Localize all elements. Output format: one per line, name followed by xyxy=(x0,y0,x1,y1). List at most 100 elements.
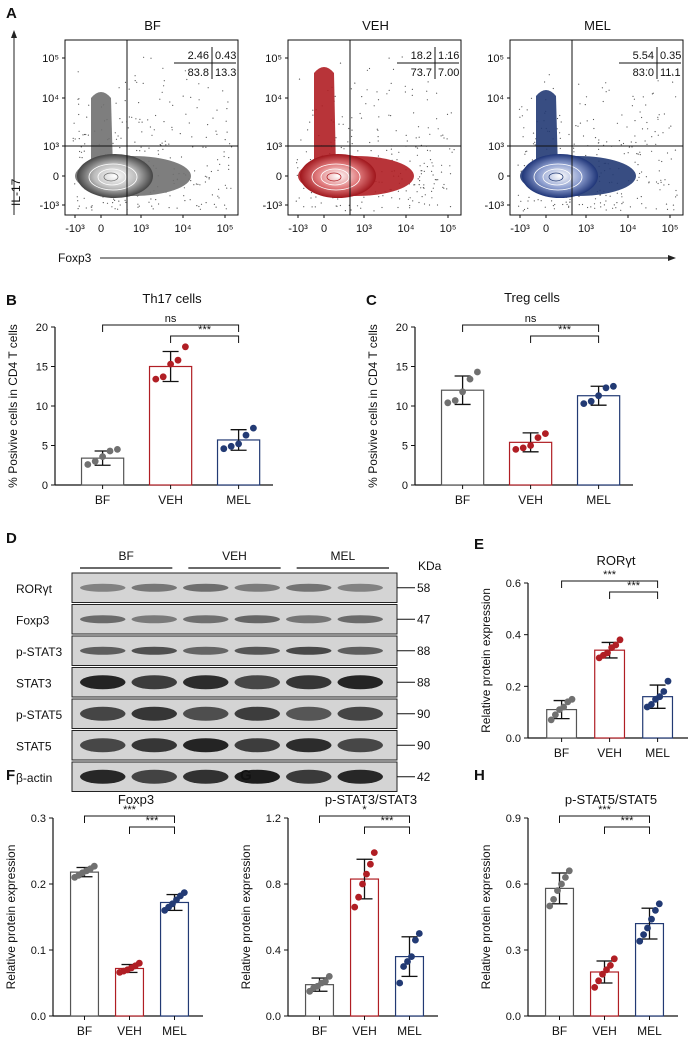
flow-dot xyxy=(226,131,228,133)
blot-row-label: STAT3 xyxy=(16,676,52,690)
flow-density-arm xyxy=(536,90,558,170)
blot-band xyxy=(337,583,383,592)
flow-dot xyxy=(622,201,624,203)
flow-dot xyxy=(106,202,109,204)
flow-dot xyxy=(399,198,401,200)
blot-band xyxy=(80,706,126,721)
flow-dot xyxy=(395,130,397,132)
flow-xtick-label: 0 xyxy=(98,223,104,235)
flow-dot xyxy=(150,198,152,200)
flow-dot xyxy=(76,196,78,198)
flow-dot xyxy=(162,67,164,69)
flow-plots: BF 2.46 0.43 83.8 13.3 10⁵ 10⁴ 10³ 0 -10³ -10³ 0 10³… xyxy=(39,18,684,235)
chart-h: Hp-STAT5/STAT5 Relative protein expressio… xyxy=(474,767,678,1038)
significance-bracket xyxy=(604,826,650,834)
flow-dot xyxy=(205,136,207,138)
flow-dot xyxy=(168,207,170,209)
flow-dot xyxy=(451,151,453,153)
xtick-label: MEL xyxy=(637,1024,662,1038)
data-point xyxy=(355,893,362,901)
flow-dot xyxy=(522,136,524,138)
xtick-label: BF xyxy=(77,1024,92,1038)
data-point xyxy=(519,444,527,452)
flow-dot xyxy=(449,165,451,167)
flow-dot xyxy=(136,81,138,83)
flow-dot xyxy=(300,139,302,141)
significance-bracket xyxy=(561,580,659,588)
flow-dot xyxy=(207,87,209,89)
flow-dot xyxy=(443,187,445,189)
flow-density-arm xyxy=(314,67,336,170)
flow-dot xyxy=(636,179,638,181)
flow-dot xyxy=(612,207,614,209)
flow-dot xyxy=(128,116,130,118)
flow-dot xyxy=(651,136,653,138)
blot-row: STAT5 90 xyxy=(16,730,431,761)
flow-contour xyxy=(97,168,127,186)
chart-ylabel: Relative protein expression xyxy=(479,845,493,990)
flow-dot xyxy=(377,136,379,138)
flow-dot xyxy=(124,81,127,83)
ytick-label: 0.2 xyxy=(31,879,46,891)
flow-xtick-label: 10⁵ xyxy=(662,223,679,235)
flow-dot xyxy=(74,138,76,140)
flow-dot xyxy=(449,173,452,175)
flow-dot xyxy=(223,151,225,153)
data-point xyxy=(159,373,167,381)
flow-dot xyxy=(80,146,82,148)
data-point xyxy=(444,399,452,407)
flow-dot xyxy=(125,201,127,203)
quadrant-value: 5.54 xyxy=(633,50,654,62)
flow-dot xyxy=(215,206,217,208)
data-point xyxy=(640,931,647,938)
flow-dot xyxy=(659,189,661,191)
flow-dot xyxy=(198,99,200,101)
flow-dot xyxy=(139,150,141,152)
flow-dot xyxy=(641,171,643,173)
flow-dot xyxy=(213,203,215,205)
flow-dot xyxy=(651,93,654,95)
flow-ytick-label: -10³ xyxy=(484,200,504,212)
flow-dot xyxy=(134,141,136,143)
flow-dot xyxy=(657,182,659,185)
flow-dot xyxy=(642,96,644,98)
data-point xyxy=(542,430,549,437)
blot-band xyxy=(131,738,177,753)
flow-dot xyxy=(356,205,359,207)
flow-dot xyxy=(137,206,139,208)
data-point xyxy=(99,453,106,460)
flow-dot xyxy=(411,94,413,96)
blot-band xyxy=(131,706,177,721)
flow-dot xyxy=(608,89,610,91)
flow-dot xyxy=(664,179,666,181)
flow-dot xyxy=(519,116,521,118)
flow-dot xyxy=(298,78,301,80)
blot-band xyxy=(183,646,229,655)
flow-dot xyxy=(211,194,213,196)
flow-dot xyxy=(585,96,588,98)
flow-dot xyxy=(163,121,165,123)
flow-dot xyxy=(534,144,536,146)
blot-band xyxy=(234,738,280,753)
flow-density-core xyxy=(522,154,598,198)
data-point xyxy=(396,979,404,987)
flow-dot xyxy=(450,112,452,114)
flow-ylabel: IL-17 xyxy=(9,178,23,206)
flow-dot xyxy=(128,88,130,90)
flow-dot xyxy=(670,158,672,160)
flow-dot xyxy=(641,116,643,119)
flow-dot xyxy=(594,198,597,200)
flow-dot xyxy=(629,206,632,208)
flow-dot xyxy=(641,203,643,205)
flow-contour xyxy=(88,163,138,191)
flow-dot xyxy=(594,207,596,209)
flow-dot xyxy=(598,142,600,144)
flow-dot xyxy=(412,200,414,202)
blot-band xyxy=(286,738,332,753)
flow-dot xyxy=(431,190,433,192)
flow-dot xyxy=(191,136,193,138)
flow-dot xyxy=(363,196,365,198)
flow-xtick-label: 10⁵ xyxy=(440,223,457,235)
xtick-label: VEH xyxy=(117,1024,142,1038)
